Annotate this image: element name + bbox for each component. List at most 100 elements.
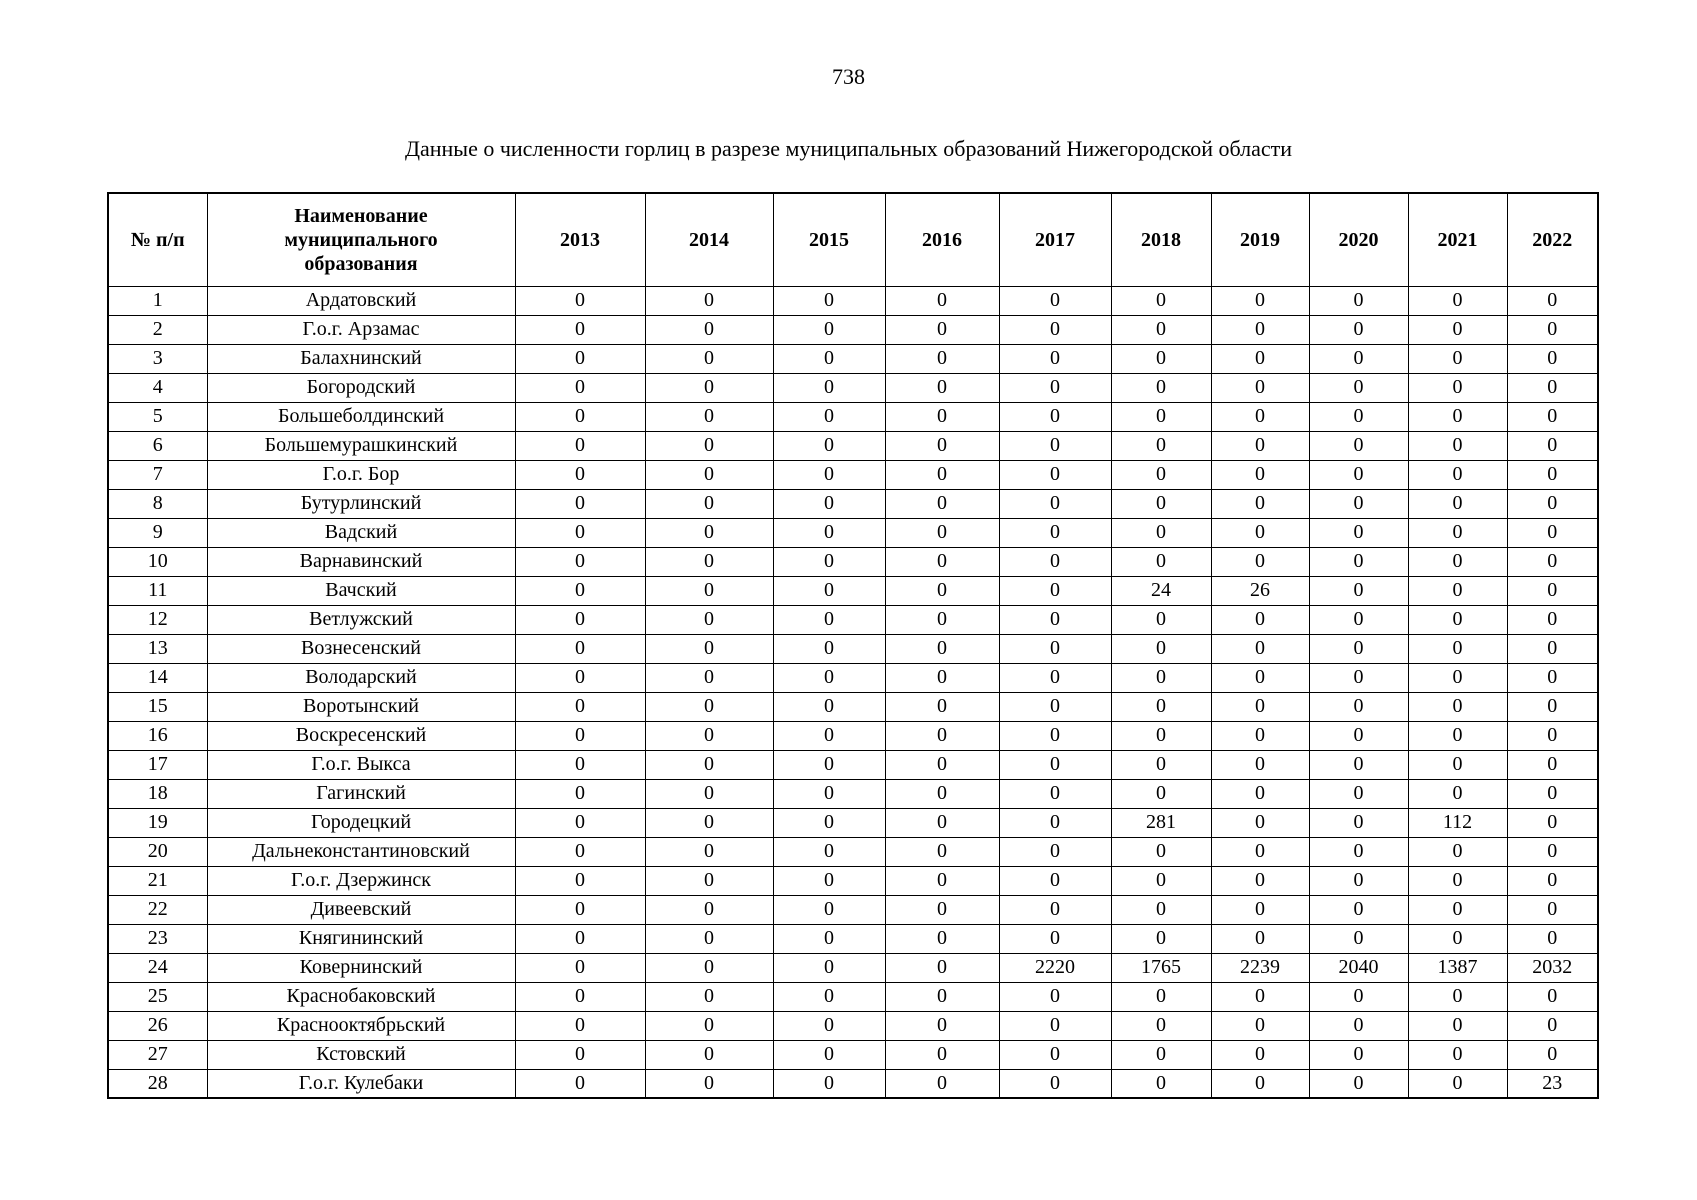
cell-municipality-name: Вознесенский xyxy=(206,633,516,664)
cell-count: 0 xyxy=(1308,894,1409,925)
cell-count: 0 xyxy=(514,662,646,693)
table-row: 18 Гагинский 0 0 0 0 0 0 0 0 0 0 xyxy=(107,778,1599,809)
cell-count: 0 xyxy=(1210,749,1310,780)
cell-count: 0 xyxy=(1110,633,1212,664)
cell-municipality-name: Воротынский xyxy=(206,691,516,722)
cell-count: 0 xyxy=(1506,981,1599,1012)
cell-count: 0 xyxy=(514,923,646,954)
cell-count: 0 xyxy=(644,517,774,548)
cell-count: 0 xyxy=(1110,604,1212,635)
cell-count: 0 xyxy=(1308,401,1409,432)
cell-count: 0 xyxy=(772,865,886,896)
cell-count: 0 xyxy=(1506,1010,1599,1041)
cell-count: 0 xyxy=(998,633,1112,664)
cell-count: 0 xyxy=(1110,923,1212,954)
cell-municipality-name: Кстовский xyxy=(206,1039,516,1070)
cell-count: 0 xyxy=(772,314,886,345)
cell-count: 0 xyxy=(998,720,1112,751)
cell-count: 0 xyxy=(1407,865,1508,896)
document-title: Данные о численности горлиц в разрезе му… xyxy=(404,136,1293,161)
cell-count: 0 xyxy=(772,517,886,548)
cell-count: 0 xyxy=(1506,1039,1599,1070)
cell-count: 0 xyxy=(1506,285,1599,316)
cell-count: 0 xyxy=(644,720,774,751)
cell-count: 0 xyxy=(884,1068,1000,1099)
cell-count: 0 xyxy=(514,836,646,867)
cell-count: 0 xyxy=(1210,691,1310,722)
cell-count: 0 xyxy=(514,430,646,461)
cell-count: 0 xyxy=(1506,778,1599,809)
cell-count: 0 xyxy=(1407,1039,1508,1070)
doves-count-table: № п/п Наименование муниципального образо… xyxy=(107,192,1599,1099)
cell-count: 0 xyxy=(1506,691,1599,722)
cell-count: 0 xyxy=(1210,633,1310,664)
cell-municipality-name: Большемурашкинский xyxy=(206,430,516,461)
cell-count: 0 xyxy=(644,749,774,780)
table-row: 21 Г.о.г. Дзержинск 0 0 0 0 0 0 0 0 0 0 xyxy=(107,865,1599,896)
cell-count: 0 xyxy=(1407,691,1508,722)
cell-count: 0 xyxy=(1308,633,1409,664)
cell-count: 0 xyxy=(1407,517,1508,548)
cell-count: 0 xyxy=(1210,662,1310,693)
cell-count: 0 xyxy=(772,459,886,490)
cell-count: 0 xyxy=(884,923,1000,954)
column-header-year: 2014 xyxy=(644,192,774,287)
table-row: 7 Г.о.г. Бор 0 0 0 0 0 0 0 0 0 0 xyxy=(107,459,1599,490)
cell-count: 0 xyxy=(1110,285,1212,316)
cell-count: 0 xyxy=(1506,314,1599,345)
cell-count: 0 xyxy=(644,894,774,925)
table-row: 9 Вадский 0 0 0 0 0 0 0 0 0 0 xyxy=(107,517,1599,548)
cell-count: 0 xyxy=(1110,1068,1212,1099)
cell-count: 0 xyxy=(514,517,646,548)
cell-count: 0 xyxy=(644,1068,774,1099)
cell-count: 2220 xyxy=(998,952,1112,983)
cell-count: 0 xyxy=(514,778,646,809)
table-row: 6 Большемурашкинский 0 0 0 0 0 0 0 0 0 0 xyxy=(107,430,1599,461)
cell-count: 0 xyxy=(1110,343,1212,374)
cell-count: 0 xyxy=(514,604,646,635)
cell-count: 0 xyxy=(1506,836,1599,867)
cell-count: 0 xyxy=(1506,749,1599,780)
cell-row-number: 4 xyxy=(107,372,208,403)
cell-count: 0 xyxy=(1210,807,1310,838)
cell-count: 0 xyxy=(644,285,774,316)
cell-count: 0 xyxy=(884,517,1000,548)
cell-count: 0 xyxy=(1506,604,1599,635)
cell-municipality-name: Большеболдинский xyxy=(206,401,516,432)
cell-count: 23 xyxy=(1506,1068,1599,1099)
cell-count: 0 xyxy=(772,343,886,374)
cell-count: 0 xyxy=(514,749,646,780)
cell-count: 0 xyxy=(998,749,1112,780)
cell-row-number: 13 xyxy=(107,633,208,664)
cell-count: 0 xyxy=(884,604,1000,635)
cell-count: 0 xyxy=(884,314,1000,345)
cell-count: 0 xyxy=(1110,546,1212,577)
cell-count: 0 xyxy=(1506,633,1599,664)
cell-count: 0 xyxy=(1210,894,1310,925)
cell-count: 0 xyxy=(998,430,1112,461)
cell-count: 0 xyxy=(998,1010,1112,1041)
cell-count: 0 xyxy=(998,894,1112,925)
cell-count: 0 xyxy=(644,778,774,809)
cell-count: 0 xyxy=(772,633,886,664)
cell-count: 0 xyxy=(644,488,774,519)
cell-count: 0 xyxy=(998,923,1112,954)
cell-count: 0 xyxy=(772,604,886,635)
cell-count: 0 xyxy=(514,285,646,316)
cell-municipality-name: Варнавинский xyxy=(206,546,516,577)
cell-count: 0 xyxy=(772,981,886,1012)
cell-count: 0 xyxy=(772,778,886,809)
cell-count: 0 xyxy=(998,865,1112,896)
cell-row-number: 12 xyxy=(107,604,208,635)
cell-count: 0 xyxy=(1210,546,1310,577)
cell-count: 0 xyxy=(514,633,646,664)
cell-count: 0 xyxy=(644,691,774,722)
column-header-index: № п/п xyxy=(107,192,208,287)
cell-count: 0 xyxy=(998,981,1112,1012)
table-row: 10 Варнавинский 0 0 0 0 0 0 0 0 0 0 xyxy=(107,546,1599,577)
cell-count: 0 xyxy=(1210,314,1310,345)
cell-row-number: 18 xyxy=(107,778,208,809)
cell-count: 0 xyxy=(644,923,774,954)
cell-count: 0 xyxy=(1110,836,1212,867)
cell-municipality-name: Ардатовский xyxy=(206,285,516,316)
